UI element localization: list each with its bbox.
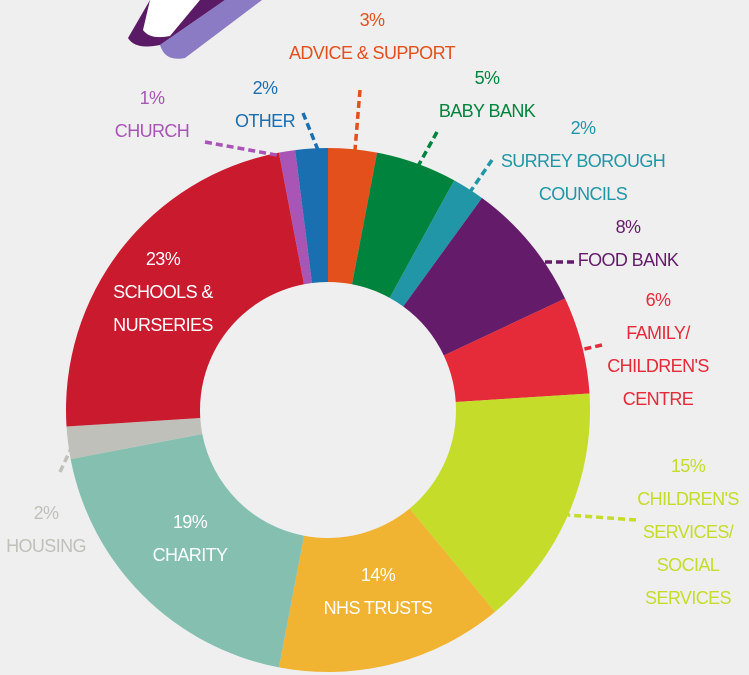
- donut-slice: [443, 298, 590, 402]
- value-label: 2%: [33, 503, 59, 523]
- donut-slice: [389, 180, 482, 307]
- slice-label: 23% SCHOOLS & NURSERIES: [113, 243, 213, 342]
- category-label: FOOD BANK: [577, 250, 679, 270]
- value-label: 15%: [670, 456, 706, 476]
- donut-slice: [328, 148, 378, 285]
- value-label: 2%: [570, 118, 596, 138]
- donut-slice: [66, 152, 305, 427]
- slice-label: 14% NHS TRUSTS: [324, 559, 433, 625]
- slice-label: 1% CHURCH: [114, 82, 190, 148]
- leader-line: [204, 140, 283, 158]
- slice-label: 19% CHARITY: [153, 506, 228, 572]
- slice-label: 8% FOOD BANK: [578, 211, 679, 277]
- category-label: SCHOOLS & NURSERIES: [113, 282, 213, 335]
- category-label: OTHER: [234, 111, 296, 131]
- value-label: 14%: [360, 565, 396, 585]
- slice-label: 3% ADVICE & SUPPORT: [288, 4, 456, 70]
- value-label: 6%: [645, 290, 671, 310]
- value-label: 23%: [145, 249, 181, 269]
- decoration: [160, 0, 262, 59]
- donut-slice: [66, 418, 203, 460]
- category-label: CHURCH: [114, 121, 190, 141]
- leader-line: [353, 89, 362, 151]
- category-label: BABY BANK: [438, 101, 536, 121]
- leader-line: [301, 112, 320, 151]
- value-label: 5%: [474, 68, 500, 88]
- slice-label: 2% OTHER: [234, 72, 296, 138]
- donut-slice: [70, 433, 305, 668]
- decoration: [143, 0, 200, 38]
- slice-label: 2% SURREY BOROUGH COUNCILS: [500, 112, 666, 211]
- category-label: ADVICE & SUPPORT: [288, 43, 456, 63]
- category-label: NHS TRUSTS: [323, 598, 433, 618]
- value-label: 2%: [252, 78, 278, 98]
- category-label: CHILDREN'S SERVICES/ SOCIAL SERVICES: [637, 489, 739, 608]
- slice-label: 5% BABY BANK: [438, 62, 536, 128]
- slice-label: 15% CHILDREN'S SERVICES/ SOCIAL SERVICES: [637, 450, 739, 615]
- slice-label: 2% HOUSING: [6, 497, 86, 563]
- value-label: 19%: [172, 512, 208, 532]
- donut-slice: [403, 198, 566, 356]
- value-label: 8%: [615, 217, 641, 237]
- donut-slice: [351, 152, 455, 298]
- category-label: SURREY BOROUGH COUNCILS: [500, 151, 666, 204]
- category-label: HOUSING: [6, 536, 86, 556]
- donut-slice: [295, 148, 328, 284]
- leader-line: [58, 439, 77, 473]
- value-label: 1%: [139, 88, 165, 108]
- category-label: FAMILY/ CHILDREN'S CENTRE: [607, 323, 709, 409]
- leader-line: [567, 513, 637, 522]
- category-label: CHARITY: [152, 545, 228, 565]
- donut-slice: [409, 393, 590, 612]
- leader-line: [415, 131, 439, 169]
- value-label: 3%: [359, 10, 385, 30]
- donut-slice: [278, 150, 312, 285]
- leader-line: [579, 343, 603, 352]
- donut-slice: [278, 508, 496, 672]
- slice-label: 6% FAMILY/ CHILDREN'S CENTRE: [607, 284, 709, 416]
- leader-line: [468, 159, 494, 193]
